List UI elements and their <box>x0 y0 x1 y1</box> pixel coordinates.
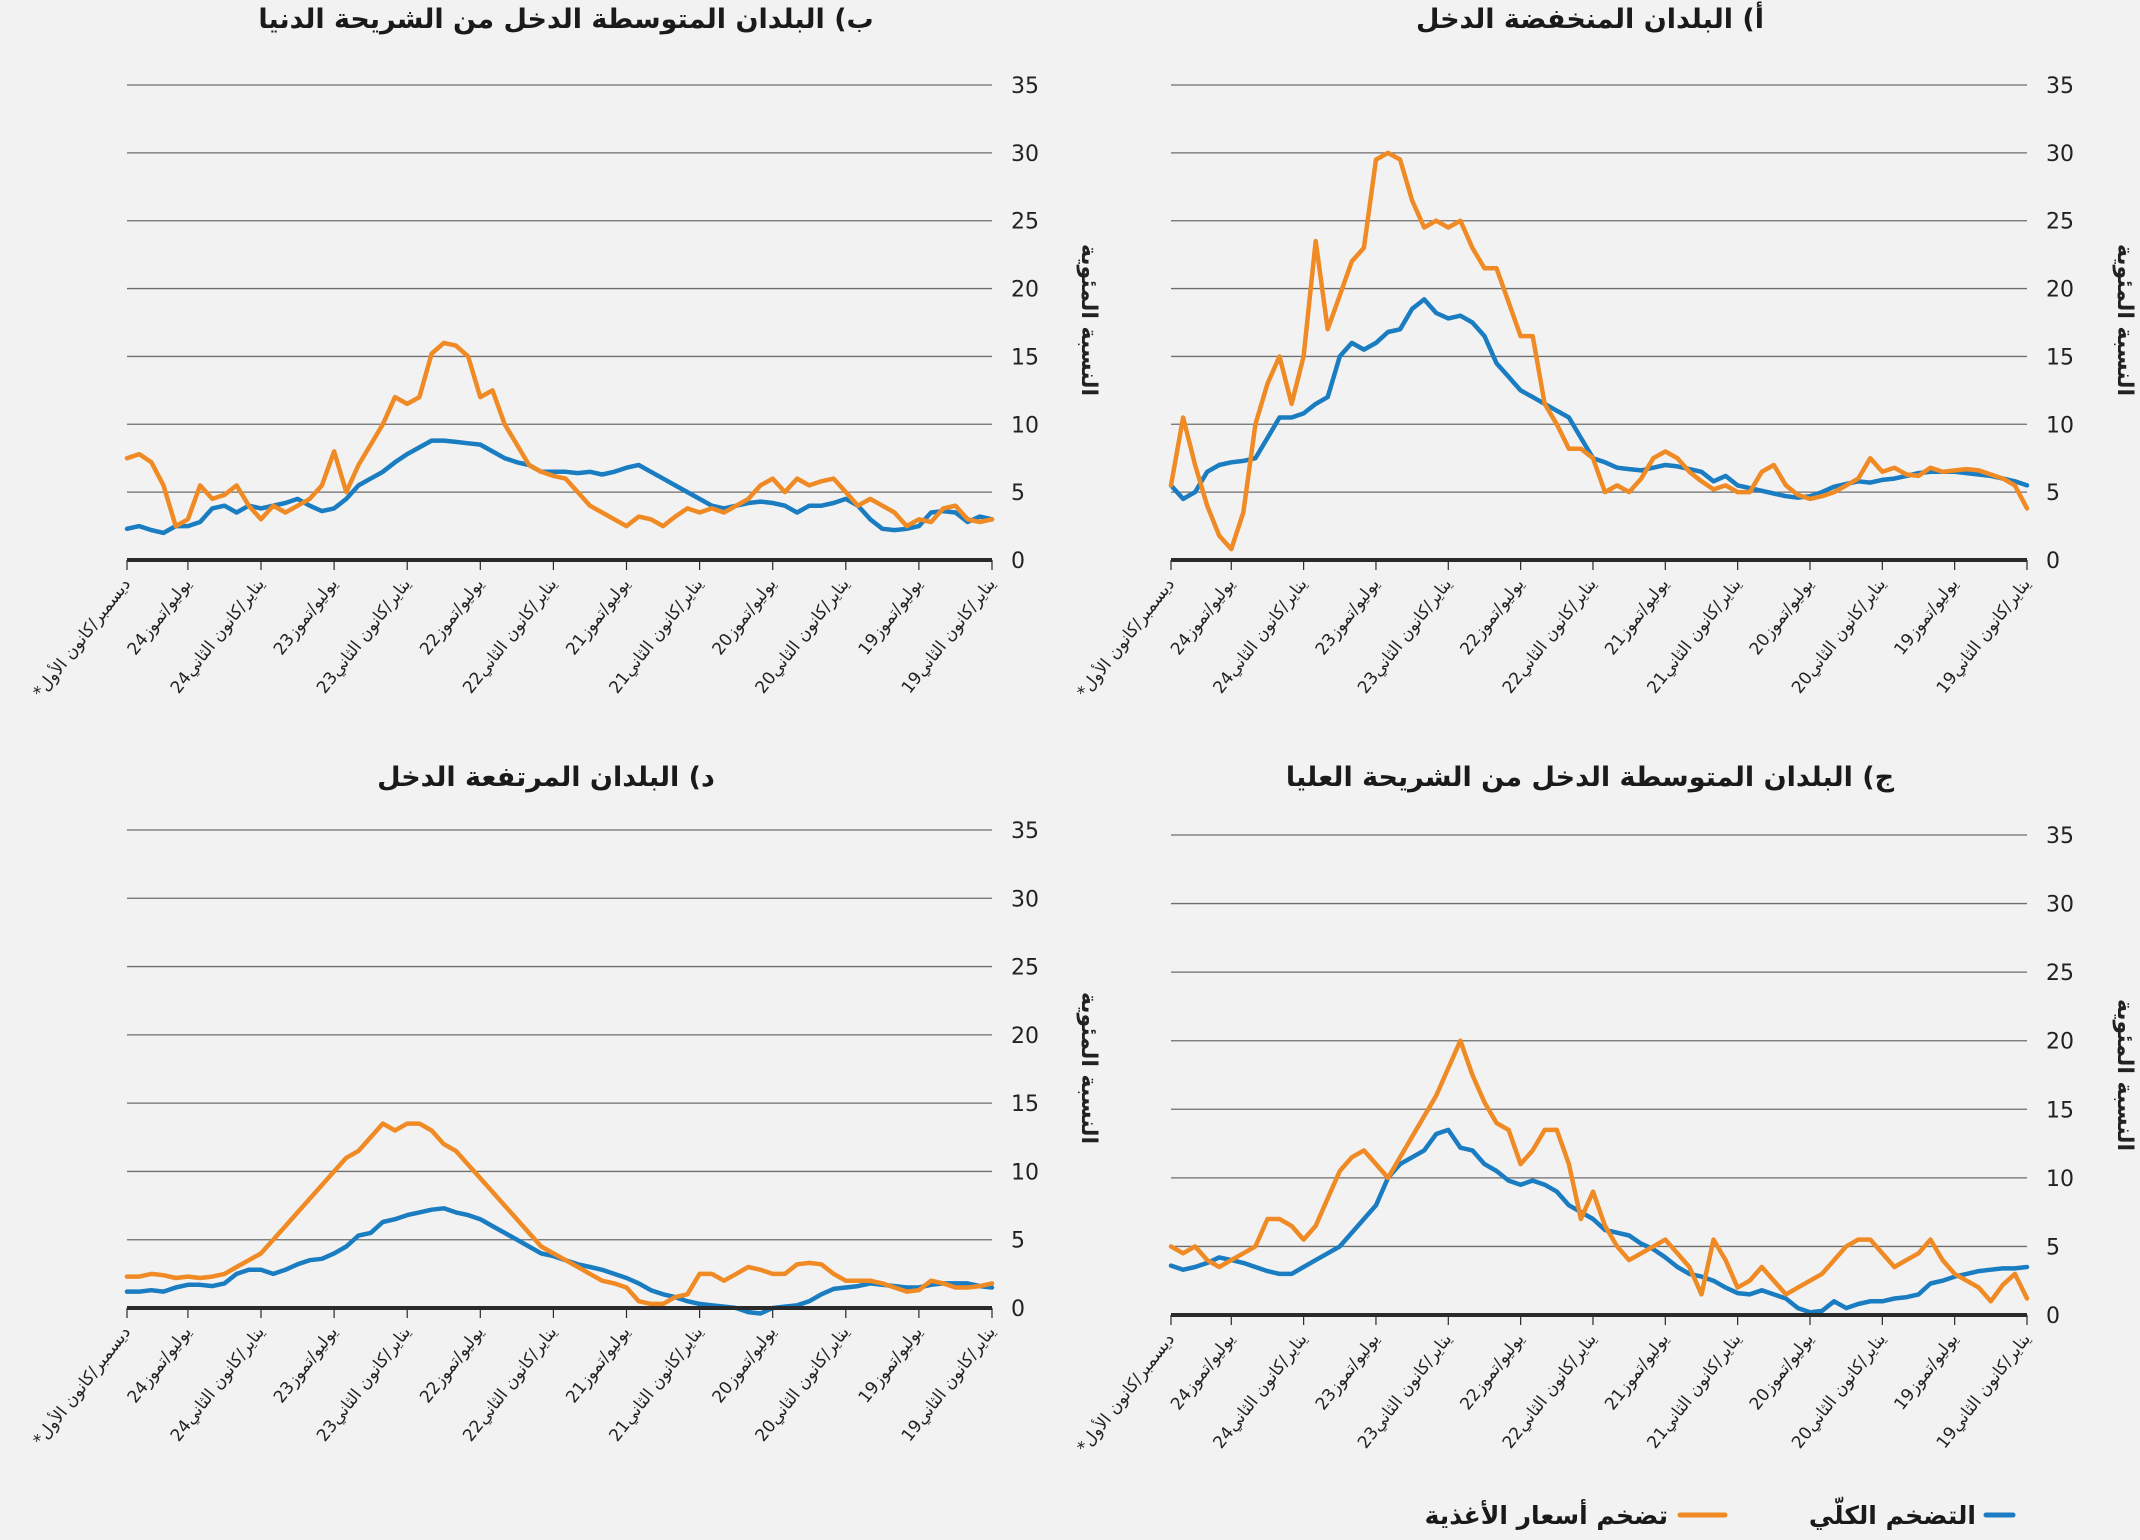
x-tick-label: يوليو/تموز19 <box>1890 1330 1962 1415</box>
y-axis-label: النسبة المئوية <box>2112 999 2137 1151</box>
food-inflation-line <box>1168 150 2030 552</box>
chart-panel-0: أ) البلدان المنخفضة الدخل 0 5 10 15 20 25 30 35 ا… <box>1073 1 2137 702</box>
charts-group: أ) البلدان المنخفضة الدخل 0 5 10 15 20 25 30 35 ا… <box>29 1 2137 1457</box>
x-tick-label: يوليو/تموز23 <box>270 575 342 660</box>
food-inflation-line <box>124 1121 995 1307</box>
y-tick-label: 35 <box>2046 74 2074 99</box>
headline-inflation-line <box>1168 297 2030 502</box>
y-tick-label: 20 <box>1011 278 1039 303</box>
y-tick-label: 10 <box>1011 1160 1039 1185</box>
x-tick-label: ديسمبر/كانون الأول* <box>1073 574 1179 702</box>
x-tick-label: يوليو/تموز22 <box>416 575 488 660</box>
headline-inflation-line <box>124 438 995 536</box>
x-tick-label: يوليو/تموز22 <box>1456 1330 1528 1415</box>
y-tick-label: 20 <box>1011 1024 1039 1049</box>
x-tick-label: يوليو/تموز23 <box>1312 1330 1384 1415</box>
y-axis-label: النسبة المئوية <box>1076 992 1101 1144</box>
x-tick-label: ديسمبر/كانون الأول* <box>1073 1329 1179 1457</box>
headline-inflation-line <box>124 1206 995 1316</box>
y-tick-label: 30 <box>1011 887 1039 912</box>
chart-panel-2: ج) البلدان المتوسطة الدخل من الشريحة الع… <box>1073 762 2137 1457</box>
y-tick-label: 15 <box>2046 345 2074 370</box>
food-inflation-line <box>1168 1038 2030 1304</box>
legend-headline-label: التضخم الكلّي <box>1809 1497 1976 1530</box>
legend: التضخم الكلّي تضخم أسعار الأغذية <box>1425 1497 2016 1530</box>
chart-title: أ) البلدان المنخفضة الدخل <box>1416 1 1764 35</box>
y-axis-label: النسبة المئوية <box>2112 244 2137 396</box>
x-tick-label: ديسمبر/كانون الأول* <box>29 1322 135 1450</box>
x-tick-label: يوليو/تموز22 <box>1456 575 1528 660</box>
y-tick-label: 25 <box>2046 961 2074 986</box>
y-tick-label: 20 <box>2046 1030 2074 1055</box>
x-tick-label: يوليو/تموز23 <box>1312 575 1384 660</box>
y-tick-label: 5 <box>2046 481 2060 506</box>
x-tick-label: يوليو/تموز21 <box>1601 1330 1673 1415</box>
chart-title: د) البلدان المرتفعة الدخل <box>377 762 715 793</box>
y-tick-label: 25 <box>1011 956 1039 981</box>
y-axis-label: النسبة المئوية <box>1076 244 1101 396</box>
chart-title: ج) البلدان المتوسطة الدخل من الشريحة الع… <box>1286 762 1895 793</box>
chart-panel-3: د) البلدان المرتفعة الدخل 0 5 10 15 20 25 30 35 ا… <box>29 762 1101 1450</box>
y-tick-label: 30 <box>1011 142 1039 167</box>
x-tick-label: يوليو/تموز20 <box>1746 1330 1818 1415</box>
legend-food-label: تضخم أسعار الأغذية <box>1425 1499 1668 1530</box>
x-tick-label: يوليو/تموز21 <box>562 1323 634 1408</box>
y-tick-label: 25 <box>2046 210 2074 235</box>
y-tick-label: 10 <box>1011 413 1039 438</box>
y-tick-label: 10 <box>2046 413 2074 438</box>
y-tick-label: 5 <box>1011 1229 1025 1254</box>
y-tick-label: 35 <box>1011 819 1039 844</box>
y-tick-label: 0 <box>2046 1304 2060 1329</box>
y-tick-label: 15 <box>1011 345 1039 370</box>
food-inflation-line <box>124 340 995 529</box>
y-tick-label: 30 <box>2046 893 2074 918</box>
y-tick-label: 35 <box>2046 824 2074 849</box>
y-tick-label: 0 <box>1011 1297 1025 1322</box>
y-tick-label: 0 <box>1011 549 1025 574</box>
chart-title: ب) البلدان المتوسطة الدخل من الشريحة الد… <box>258 4 873 35</box>
chart-panel-1: ب) البلدان المتوسطة الدخل من الشريحة الد… <box>29 4 1101 702</box>
x-tick-label: يوليو/تموز21 <box>562 575 634 660</box>
x-tick-label: يوليو/تموز19 <box>855 1323 927 1408</box>
headline-inflation-line <box>1168 1127 2030 1315</box>
x-tick-label: يوليو/تموز19 <box>1890 575 1962 660</box>
y-tick-label: 5 <box>1011 481 1025 506</box>
y-tick-label: 35 <box>1011 74 1039 99</box>
y-tick-label: 30 <box>2046 142 2074 167</box>
y-tick-label: 5 <box>2046 1235 2060 1260</box>
y-tick-label: 25 <box>1011 210 1039 235</box>
y-tick-label: 15 <box>2046 1098 2074 1123</box>
x-tick-label: ديسمبر/كانون الأول* <box>29 574 135 702</box>
y-tick-label: 0 <box>2046 549 2060 574</box>
x-tick-label: يوليو/تموز20 <box>709 1323 781 1408</box>
x-tick-label: يوليو/تموز22 <box>416 1323 488 1408</box>
x-tick-label: يوليو/تموز23 <box>270 1323 342 1408</box>
x-tick-label: يوليو/تموز20 <box>1746 575 1818 660</box>
y-tick-label: 20 <box>2046 278 2074 303</box>
y-tick-label: 15 <box>1011 1092 1039 1117</box>
x-tick-label: يوليو/تموز20 <box>709 575 781 660</box>
x-tick-label: يوليو/تموز21 <box>1601 575 1673 660</box>
y-tick-label: 10 <box>2046 1167 2074 1192</box>
x-tick-label: يوليو/تموز19 <box>855 575 927 660</box>
